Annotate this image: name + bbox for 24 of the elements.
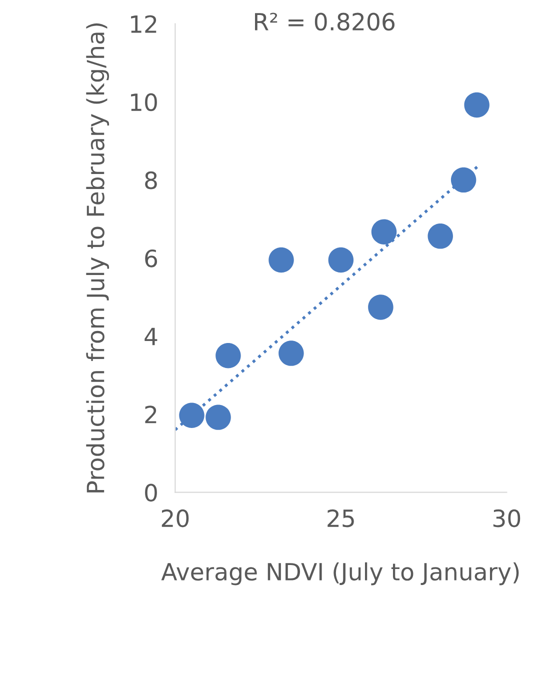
y-axis-title: Production from July to February (kg/ha) [86, 23, 110, 492]
y-tick-label: 2 [145, 406, 156, 424]
y-tick-label: 6 [145, 249, 158, 268]
x-axis-title: Average NDVI (July to January) [161, 562, 519, 586]
point [179, 402, 204, 428]
y-tick-label: 8 [145, 171, 157, 190]
point [328, 247, 354, 273]
point [268, 247, 294, 273]
point [278, 340, 304, 366]
x-tick-label: 30 [493, 509, 520, 528]
y-tick-label: 4 [144, 328, 158, 346]
point [371, 219, 397, 244]
point [428, 224, 453, 249]
x-tick-label: 25 [328, 509, 354, 528]
point [206, 404, 231, 430]
y-tick-label: 10 [131, 93, 157, 112]
point [450, 167, 476, 193]
x-tick-label: 20 [162, 509, 189, 528]
y-tick-label: 0 [145, 484, 157, 502]
point [216, 343, 241, 368]
point [464, 92, 490, 118]
point [368, 294, 394, 320]
y-tick-label: 12 [131, 15, 156, 33]
annotation: R² = 0.8206 [255, 12, 394, 31]
